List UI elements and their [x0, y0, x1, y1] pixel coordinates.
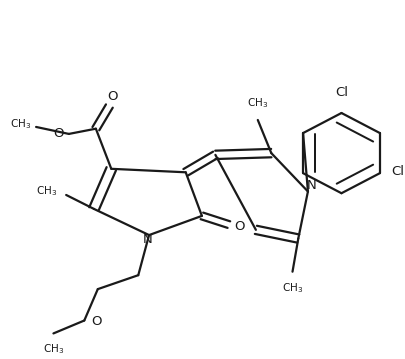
Text: N: N: [142, 233, 152, 246]
Text: O: O: [54, 127, 64, 140]
Text: CH$_3$: CH$_3$: [43, 342, 64, 356]
Text: CH$_3$: CH$_3$: [247, 96, 269, 109]
Text: N: N: [307, 179, 317, 192]
Text: Cl: Cl: [335, 86, 348, 99]
Text: CH$_3$: CH$_3$: [282, 281, 303, 295]
Text: CH$_3$: CH$_3$: [36, 185, 58, 199]
Text: O: O: [91, 315, 102, 328]
Text: CH$_3$: CH$_3$: [10, 117, 32, 131]
Text: O: O: [234, 220, 245, 233]
Text: Cl: Cl: [392, 165, 405, 178]
Text: O: O: [107, 90, 118, 103]
